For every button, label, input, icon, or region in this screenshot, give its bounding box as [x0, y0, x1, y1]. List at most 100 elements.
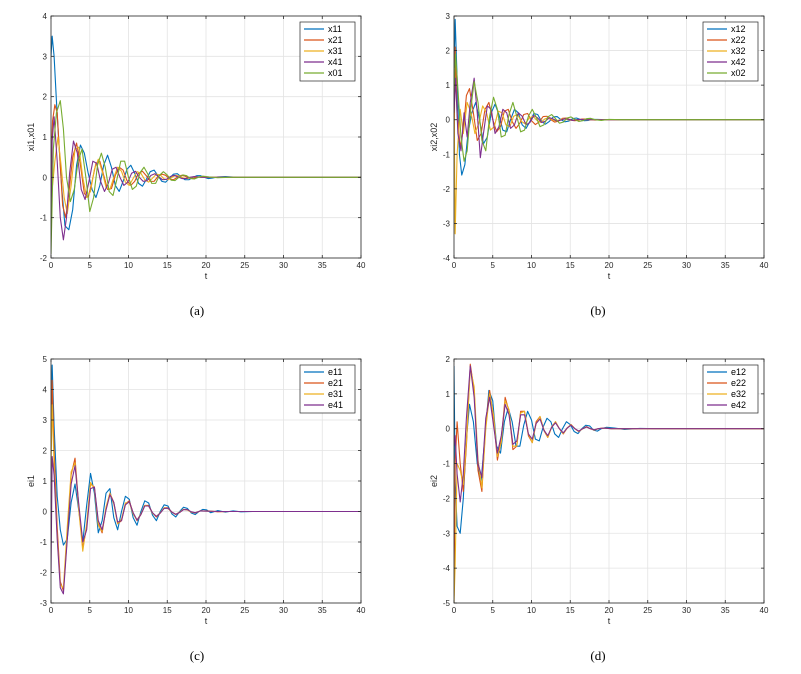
- series-line-x42: [454, 77, 764, 159]
- x-tick-label: 35: [318, 606, 327, 615]
- x-tick-label: 0: [49, 606, 54, 615]
- x-axis-label: t: [205, 616, 208, 626]
- panel-caption: (a): [190, 303, 204, 318]
- series-line-e11: [51, 364, 361, 546]
- x-tick-label: 30: [279, 606, 288, 615]
- series-line-x01: [51, 100, 361, 254]
- y-tick-label: 5: [43, 355, 48, 364]
- x-tick-label: 15: [566, 261, 575, 270]
- series-group: [51, 364, 361, 595]
- legend-label-x02: x02: [731, 68, 746, 78]
- series-line-e42: [454, 365, 764, 503]
- y-tick-label: 0: [446, 116, 451, 125]
- y-tick-label: 2: [43, 447, 48, 456]
- x-tick-label: 20: [202, 261, 211, 270]
- x-tick-label: 30: [682, 606, 691, 615]
- y-tick-label: 2: [43, 93, 48, 102]
- x-tick-label: 35: [721, 261, 730, 270]
- y-tick-label: 0: [43, 508, 48, 517]
- x-tick-label: 15: [163, 606, 172, 615]
- chart-panel-d: 0 5 10 15 20 25 30 35 40-5-4-3-2-1012tei2e12e22e…: [429, 355, 769, 663]
- series-group: [454, 18, 764, 235]
- legend-label-x41: x41: [328, 57, 343, 67]
- y-tick-label: 3: [43, 416, 48, 425]
- x-tick-label: 30: [279, 261, 288, 270]
- legend-label-e41: e41: [328, 400, 343, 410]
- x-tick-label: 25: [240, 261, 249, 270]
- y-axis-label: ei2: [429, 475, 439, 487]
- y-tick-label: -3: [443, 529, 451, 538]
- legend-label-e42: e42: [731, 400, 746, 410]
- x-tick-label: 40: [760, 606, 769, 615]
- y-tick-label: -4: [443, 254, 451, 263]
- panel-caption: (b): [590, 303, 605, 318]
- y-tick-label: -4: [443, 564, 451, 573]
- y-axis-label: xi1,x01: [26, 123, 36, 152]
- series-line-x02: [454, 53, 764, 162]
- x-tick-label: 5: [88, 261, 93, 270]
- x-tick-label: 20: [605, 261, 614, 270]
- legend-label-e11: e11: [328, 367, 342, 377]
- y-tick-label: -1: [40, 214, 48, 223]
- legend-label-e22: e22: [731, 378, 746, 388]
- x-tick-label: 25: [643, 261, 652, 270]
- y-tick-label: 2: [446, 47, 451, 56]
- y-tick-label: -2: [40, 569, 48, 578]
- legend-label-x11: x11: [328, 24, 342, 34]
- x-tick-label: 10: [527, 261, 536, 270]
- y-tick-label: -2: [443, 494, 451, 503]
- y-tick-label: 1: [446, 390, 451, 399]
- y-tick-label: 3: [43, 52, 48, 61]
- legend-label-x32: x32: [731, 46, 746, 56]
- series-line-x21: [51, 104, 361, 219]
- y-tick-label: -1: [443, 150, 451, 159]
- x-tick-label: 40: [760, 261, 769, 270]
- y-tick-label: -3: [40, 599, 48, 608]
- y-tick-label: 1: [43, 477, 48, 486]
- x-tick-label: 20: [202, 606, 211, 615]
- legend-label-e32: e32: [731, 389, 746, 399]
- x-tick-label: 15: [566, 606, 575, 615]
- series-group: [51, 35, 361, 254]
- y-tick-label: -1: [40, 538, 48, 547]
- y-tick-label: 0: [43, 173, 48, 182]
- x-axis-label: t: [608, 616, 611, 626]
- legend-label-x31: x31: [328, 46, 343, 56]
- y-tick-label: -3: [443, 219, 451, 228]
- y-tick-label: -2: [443, 185, 451, 194]
- x-tick-label: 10: [124, 606, 133, 615]
- x-axis-label: t: [608, 271, 611, 281]
- y-axis-label: xi2,x02: [429, 123, 439, 152]
- x-tick-label: 5: [88, 606, 93, 615]
- legend-label-x01: x01: [328, 68, 343, 78]
- x-tick-label: 10: [124, 261, 133, 270]
- chart-panel-b: 0 5 10 15 20 25 30 35 40-4-3-2-10123txi2,x02x12x…: [429, 12, 769, 318]
- y-tick-label: 1: [446, 81, 451, 90]
- panel-caption: (c): [190, 648, 204, 663]
- series-line-e41: [51, 456, 361, 595]
- y-tick-label: -2: [40, 254, 48, 263]
- x-axis-label: t: [205, 271, 208, 281]
- legend-label-e21: e21: [328, 378, 343, 388]
- x-tick-label: 35: [318, 261, 327, 270]
- y-axis-label: ei1: [26, 475, 36, 487]
- x-tick-label: 35: [721, 606, 730, 615]
- x-tick-label: 20: [605, 606, 614, 615]
- legend-label-x22: x22: [731, 35, 746, 45]
- series-line-x41: [51, 116, 361, 241]
- y-tick-label: 4: [43, 12, 48, 21]
- x-tick-label: 0: [452, 606, 457, 615]
- legend-label-x42: x42: [731, 57, 746, 67]
- x-tick-label: 40: [357, 261, 366, 270]
- legend-label-x12: x12: [731, 24, 746, 34]
- y-tick-label: 1: [43, 133, 48, 142]
- chart-panel-a: 0 5 10 15 20 25 30 35 40-2-101234txi1,x01x11x21x…: [26, 12, 366, 318]
- x-tick-label: 0: [49, 261, 54, 270]
- x-tick-label: 0: [452, 261, 457, 270]
- x-tick-label: 5: [491, 606, 496, 615]
